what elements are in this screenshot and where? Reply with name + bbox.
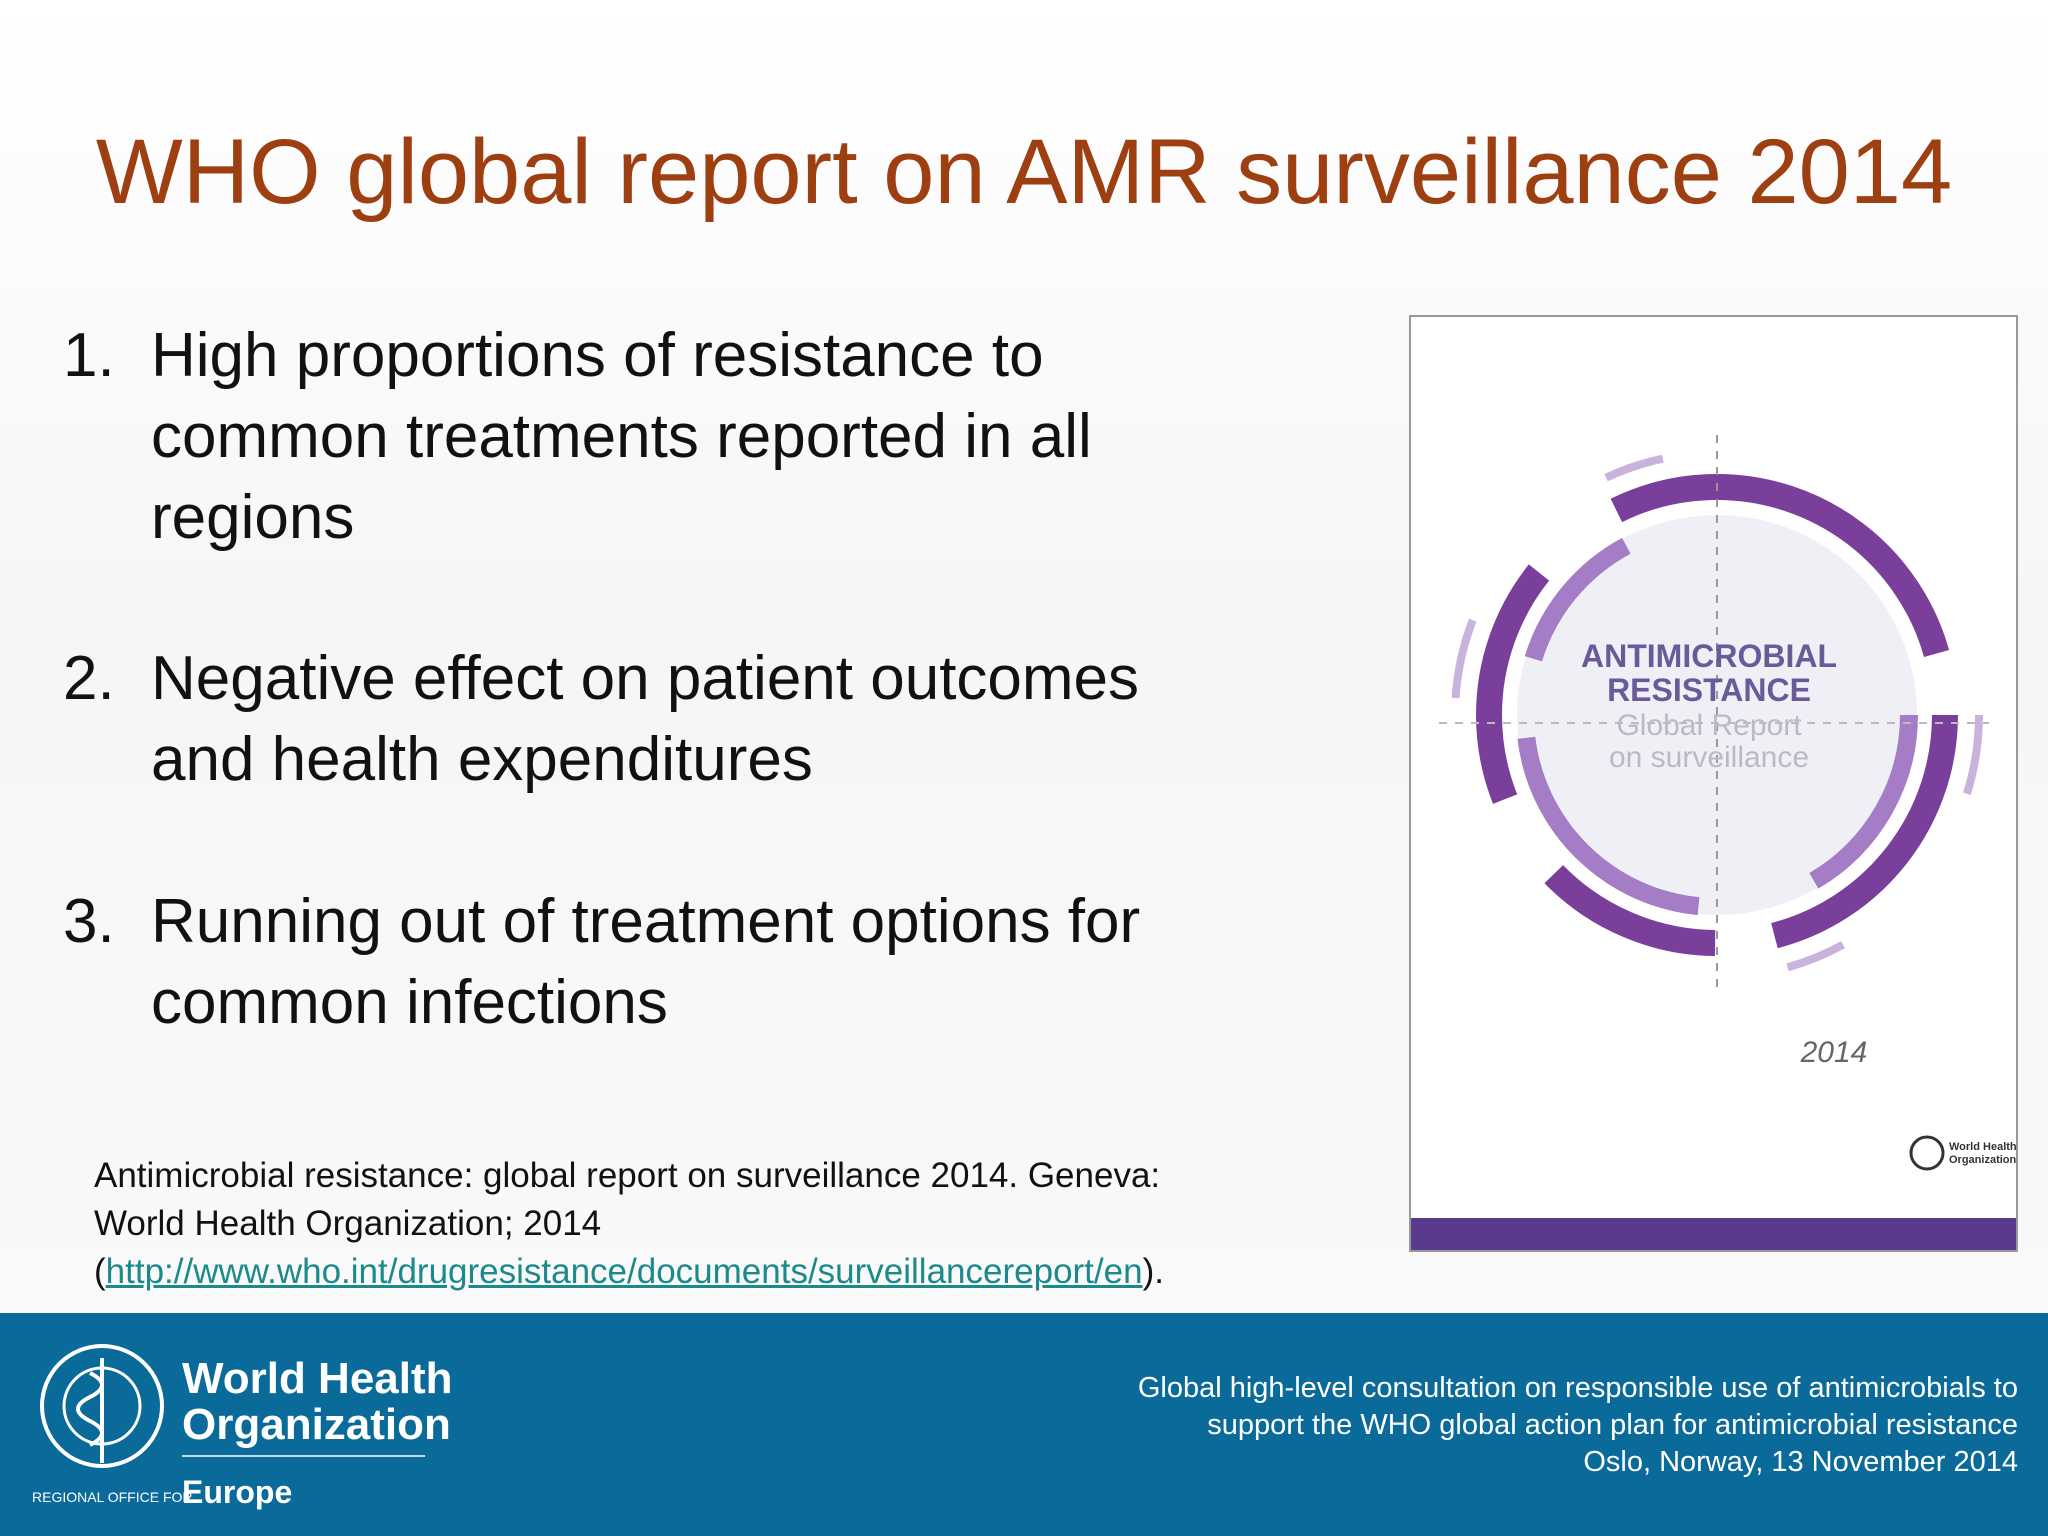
cover-subtitle: Global Report: [1616, 709, 1802, 742]
cover-year: 2014: [1800, 1036, 1868, 1069]
citation-line: World Health Organization; 2014: [94, 1204, 602, 1243]
item-text: Running out of treatment options for comm…: [151, 881, 1140, 1043]
citation: Antimicrobial resistance: global report …: [94, 1152, 1164, 1296]
item-line: Running out of treatment options for: [151, 887, 1141, 956]
citation-link-line: (http://www.who.int/drugresistance/docum…: [94, 1248, 1164, 1296]
logo-name: Organization: [182, 1400, 451, 1449]
cover-title: RESISTANCE: [1607, 672, 1811, 708]
cover-subtitle: on surveillance: [1609, 741, 1809, 774]
item-line: common treatments reported in all: [151, 402, 1092, 471]
item-line: regions: [151, 483, 355, 552]
who-logo: World Health Organization REGIONAL OFFIC…: [32, 1344, 453, 1510]
item-line: common infections: [151, 968, 668, 1037]
paren: (: [94, 1252, 106, 1291]
paren: ).: [1142, 1252, 1164, 1291]
citation-link[interactable]: http://www.who.int/drugresistance/docume…: [105, 1252, 1143, 1291]
item-number: 3.: [63, 887, 115, 956]
logo-office: REGIONAL OFFICE FOR: [32, 1489, 193, 1505]
logo-region: Europe: [182, 1474, 292, 1510]
event-line: Global high-level consultation on respon…: [1137, 1372, 2018, 1404]
item-number: 1.: [63, 321, 115, 390]
report-cover: ANTIMICROBIAL RESISTANCE Global Report o…: [1409, 315, 2018, 1252]
event-line: support the WHO global action plan for a…: [1207, 1409, 2018, 1441]
slide-title: WHO global report on AMR surveillance 20…: [95, 121, 1953, 223]
item-text: Negative effect on patient outcomes and h…: [151, 638, 1139, 800]
item-number: 2.: [63, 644, 115, 713]
cover-publisher: Organization: [1949, 1154, 2017, 1166]
citation-line: Antimicrobial resistance: global report …: [94, 1156, 1161, 1195]
item-line: Negative effect on patient outcomes: [151, 644, 1140, 713]
item-line: and health expenditures: [151, 725, 813, 794]
event-line: Oslo, Norway, 13 November 2014: [1583, 1446, 2018, 1478]
event-info: Global high-level consultation on respon…: [1138, 1370, 2018, 1481]
item-text: High proportions of resistance to common …: [151, 315, 1092, 558]
logo-name: World Health: [182, 1354, 453, 1403]
cover-title: ANTIMICROBIAL: [1581, 638, 1837, 674]
cover-publisher: World Health: [1949, 1141, 2017, 1153]
footer: World Health Organization REGIONAL OFFIC…: [0, 1313, 2048, 1536]
item-line: High proportions of resistance to: [151, 321, 1044, 390]
